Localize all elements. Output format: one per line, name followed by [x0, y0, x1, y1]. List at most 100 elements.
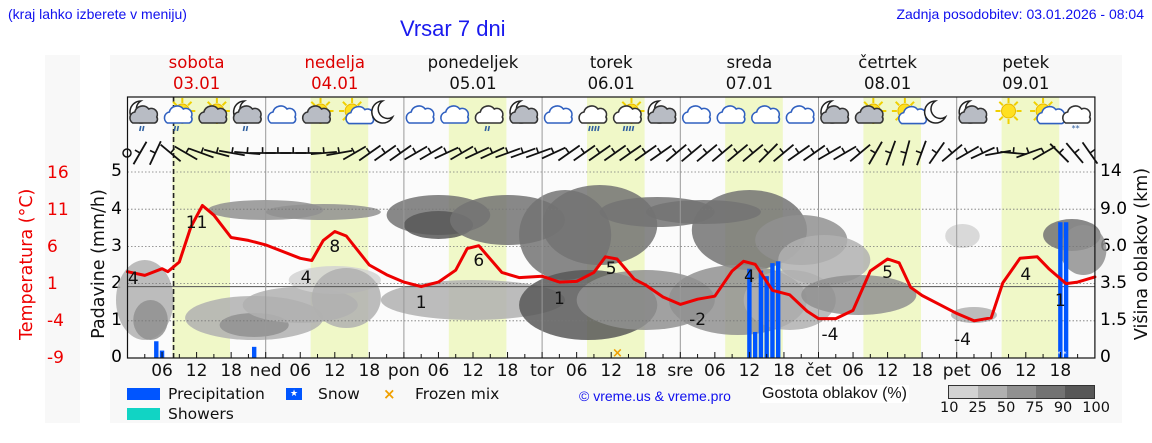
density-tick: 25 — [968, 400, 987, 416]
wind-barb-icon — [681, 143, 703, 163]
x-tick-label: 06 — [566, 361, 588, 381]
wind-barb-icon — [603, 144, 627, 162]
day-name: torek — [589, 53, 633, 72]
wind-barb-icon — [480, 146, 505, 160]
x-tick-label: 12 — [739, 361, 761, 381]
weather-icons-row: ** — [129, 98, 1092, 133]
temperature-value-label: 1 — [554, 289, 565, 309]
temp-tick: 11 — [47, 200, 69, 220]
wind-barb-icon — [1016, 147, 1042, 159]
density-swatch-90 — [1065, 386, 1094, 398]
temperature-value-label: 4 — [1020, 265, 1031, 285]
cloud-blob — [380, 280, 566, 320]
cloudy-light-rain-icon — [474, 105, 504, 132]
wind-barb-icon — [160, 143, 182, 163]
last-updated: Zadnja posodobitev: 03.01.2026 - 08:04 — [896, 6, 1144, 22]
day-label: ponedeljek 05.01 — [404, 52, 542, 94]
x-tick-label: 06 — [980, 361, 1002, 381]
wind-barb-icon — [573, 144, 596, 162]
wind-barb-icon — [434, 146, 459, 160]
wind-barb-icon — [742, 143, 764, 163]
density-swatch-10 — [949, 386, 978, 398]
temp-tick: -9 — [47, 348, 64, 368]
temperature-value-label: 11 — [186, 213, 208, 233]
density-swatch-75 — [1036, 386, 1065, 398]
wind-barb-icon — [541, 146, 566, 160]
cloudy-icon — [267, 105, 297, 124]
temperature-value-label: 6 — [473, 251, 484, 271]
day-name: nedelja — [304, 53, 366, 72]
copyright-link[interactable]: © vreme.us & vreme.pro — [579, 388, 731, 404]
frozen-mix-icon: × — [383, 385, 396, 403]
cloud-blob — [778, 235, 871, 285]
precipitation-bar — [747, 268, 752, 358]
cloud-height-tick: 3.5 — [1100, 273, 1128, 293]
wind-barb-icon — [450, 145, 474, 161]
wind-barb-icon — [915, 140, 927, 166]
cloudy-rain-icon — [578, 105, 608, 132]
temperature-value-label: 4 — [301, 268, 312, 288]
precip-tick: 5 — [111, 161, 122, 181]
wind-barb-icon — [634, 144, 657, 162]
cloud-density-label: Gostota oblakov (%) — [760, 385, 909, 403]
legend-precipitation: Precipitation — [127, 385, 265, 403]
wind-barb-icon — [373, 144, 397, 162]
wind-barb-icon — [203, 147, 230, 158]
frozen-mix-marker: × — [612, 346, 623, 361]
wind-barb-icon — [955, 145, 980, 161]
x-tick-label: 12 — [462, 361, 484, 381]
showers-label: Showers — [168, 405, 234, 423]
density-swatch-50 — [1007, 386, 1036, 398]
legend-snow: ★ Snow — [286, 385, 360, 403]
x-tick-label: tor — [530, 361, 554, 381]
density-swatch-25 — [978, 386, 1007, 398]
day-date: 07.01 — [725, 74, 774, 93]
sun-cloud-icon — [854, 98, 887, 124]
x-tick-label: pet — [943, 361, 971, 381]
wind-barb-icon — [665, 143, 687, 163]
temp-tick: 1 — [47, 274, 58, 294]
wind-barb-icon — [817, 145, 842, 161]
sun-cloud-light-rain-icon — [163, 98, 196, 132]
density-tick: 50 — [996, 400, 1016, 416]
legend-showers: Showers — [127, 405, 234, 423]
sun-small-cloud-icon — [339, 98, 375, 125]
wind-barb-icon — [342, 145, 367, 161]
temperature-value-label: -4 — [822, 325, 839, 345]
moon-cloud-icon — [647, 100, 677, 124]
cloud-blob — [311, 268, 381, 328]
temp-tick: -4 — [47, 311, 64, 331]
day-label: torek 06.01 — [542, 52, 680, 94]
cloudy-icon — [716, 105, 746, 124]
cloud-blob — [133, 300, 168, 340]
wind-barb-icon — [985, 147, 1012, 157]
precipitation-bar — [1058, 222, 1063, 358]
wind-barb-icon — [711, 143, 733, 163]
precipitation-bar — [752, 331, 758, 358]
x-tick-label: 18 — [911, 361, 933, 381]
cloud-height-tick: 9.0 — [1100, 199, 1128, 219]
wind-barb-icon — [928, 141, 945, 165]
precip-tick: 3 — [111, 236, 122, 256]
temperature-value-label: 1 — [416, 293, 427, 313]
wind-barb-icon — [727, 143, 749, 163]
day-name: ponedeljek — [427, 53, 519, 72]
temp-tick: 16 — [47, 163, 69, 183]
day-date: 08.01 — [863, 74, 912, 93]
wind-barb-icon — [464, 146, 490, 160]
x-tick-label: 18 — [635, 361, 657, 381]
cloudy-icon — [785, 105, 815, 124]
sun-small-cloud-icon — [891, 98, 928, 125]
x-tick-label: 12 — [877, 361, 899, 381]
x-tick-label: 06 — [842, 361, 864, 381]
wind-barb-icon — [696, 143, 718, 163]
wind-barb-icon — [900, 140, 911, 166]
precipitation-bar — [251, 346, 257, 358]
day-name: petek — [1002, 53, 1050, 72]
wind-barb-icon — [885, 140, 897, 166]
cloud-density-scale — [948, 385, 1095, 399]
wind-barb-icon — [557, 144, 581, 162]
wind-barb-icon — [358, 144, 382, 162]
x-tick-label: 18 — [359, 361, 381, 381]
